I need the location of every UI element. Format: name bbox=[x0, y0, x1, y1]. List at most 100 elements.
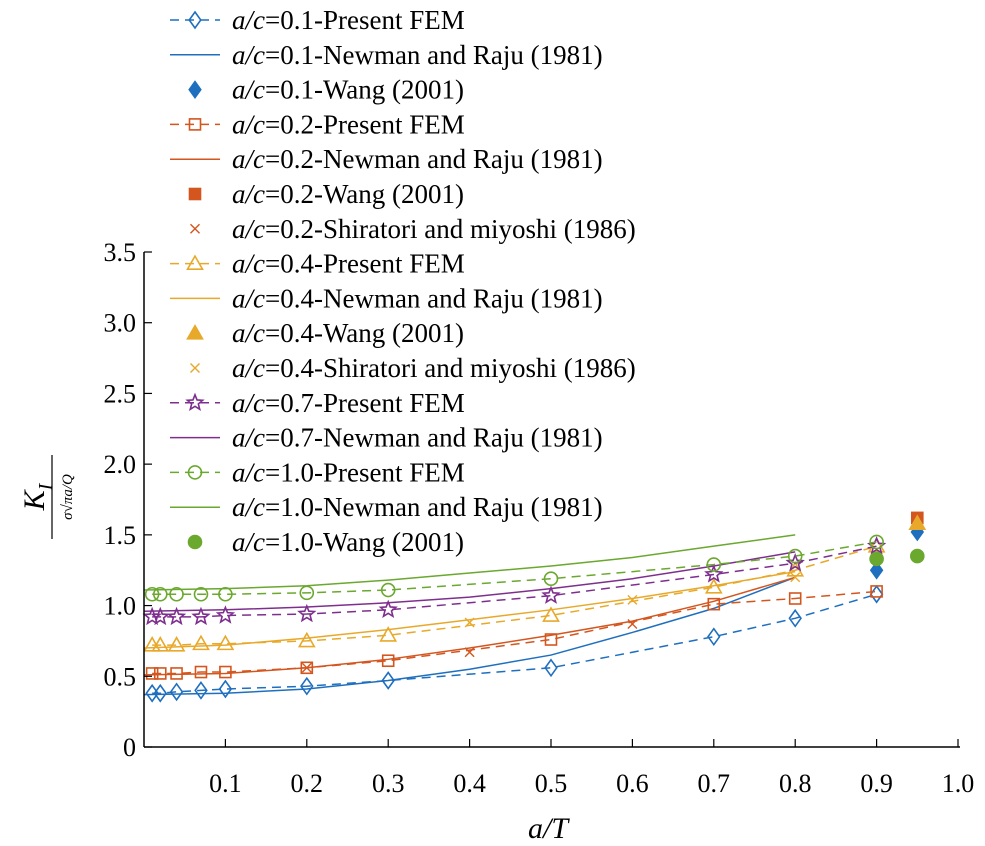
axes bbox=[143, 252, 960, 748]
legend-marker bbox=[186, 254, 204, 271]
data-point bbox=[544, 633, 558, 646]
legend-label: a/c=0.4-Shiratori and miyoshi (1986) bbox=[232, 353, 636, 383]
data-point bbox=[378, 599, 398, 619]
x-tick-label: 0.9 bbox=[860, 769, 893, 798]
data-point bbox=[216, 634, 235, 651]
series-13 bbox=[144, 534, 884, 602]
data-point bbox=[544, 658, 558, 678]
data-point bbox=[219, 665, 232, 679]
data-point bbox=[869, 560, 884, 580]
data-point bbox=[869, 534, 884, 550]
legend-entry: a/c=0.1-Wang (2001) bbox=[188, 75, 464, 105]
series-line bbox=[143, 534, 796, 591]
data-point bbox=[464, 617, 475, 628]
legend-marker bbox=[188, 80, 202, 99]
y-tick-label: 1.5 bbox=[104, 521, 137, 550]
data-point bbox=[870, 585, 883, 598]
x-tick-label: 0.7 bbox=[698, 769, 731, 798]
legend-entry: a/c=1.0-Wang (2001) bbox=[187, 527, 464, 557]
legend-label: a/c=1.0-Newman and Raju (1981) bbox=[232, 492, 603, 522]
legend-marker bbox=[187, 534, 203, 550]
legend-label: a/c=0.2-Shiratori and miyoshi (1986) bbox=[232, 214, 636, 244]
legend-marker bbox=[188, 10, 202, 30]
data-point bbox=[167, 636, 186, 652]
series-8 bbox=[143, 570, 796, 649]
series-15 bbox=[869, 548, 925, 567]
data-point bbox=[144, 586, 160, 602]
legend-marker bbox=[188, 187, 202, 201]
data-point bbox=[300, 676, 314, 696]
legend-label: a/c=0.4-Wang (2001) bbox=[232, 318, 464, 348]
series-14 bbox=[143, 534, 796, 591]
data-point bbox=[218, 679, 233, 699]
legend-marker bbox=[190, 223, 200, 234]
legend-entry: a/c=1.0-Newman and Raju (1981) bbox=[170, 492, 603, 522]
y-ticks: 0 0.5 1.0 1.5 2.0 2.5 3.0 3.5 bbox=[104, 238, 152, 762]
series-9 bbox=[908, 514, 927, 530]
legend-entry: a/c=0.4-Shiratori and miyoshi (1986) bbox=[190, 353, 636, 383]
legend: a/c=0.1-Present FEM a/c=0.1-Newman and Ra… bbox=[170, 5, 636, 557]
data-point bbox=[169, 682, 184, 702]
legend-entry: a/c=0.4-Wang (2001) bbox=[186, 318, 464, 348]
data-point bbox=[627, 594, 638, 605]
x-ticks: 0.1 0.2 0.3 0.4 0.5 0.6 0.7 0.8 0.9 1.0 bbox=[209, 739, 974, 798]
y-tick-label: 3.0 bbox=[104, 309, 137, 338]
series-4 bbox=[143, 576, 796, 676]
series-6 bbox=[301, 618, 638, 673]
data-point bbox=[194, 681, 208, 700]
legend-marker bbox=[185, 392, 205, 412]
data-point bbox=[707, 597, 721, 611]
data-point bbox=[543, 571, 559, 587]
legend-label: a/c=0.2-Wang (2001) bbox=[232, 179, 464, 209]
y-axis-label: KI σ√πa/Q bbox=[18, 455, 76, 539]
data-point bbox=[151, 636, 170, 652]
y-tick-label: 3.5 bbox=[104, 238, 137, 267]
legend-label: a/c=0.4-Present FEM bbox=[232, 249, 465, 279]
legend-entry: a/c=0.7-Present FEM bbox=[170, 388, 465, 418]
data-point bbox=[788, 608, 802, 628]
series-line bbox=[152, 545, 877, 646]
data-point bbox=[706, 557, 722, 572]
data-point bbox=[380, 582, 396, 598]
legend-label: a/c=0.1-Wang (2001) bbox=[232, 75, 464, 105]
series-line bbox=[143, 576, 796, 696]
x-tick-label: 0.1 bbox=[209, 769, 242, 798]
y-tick-label: 2.5 bbox=[104, 379, 137, 408]
data-point bbox=[787, 548, 803, 564]
x-tick-label: 0.5 bbox=[535, 769, 568, 798]
series-line bbox=[143, 551, 796, 612]
y-tick-label: 0.5 bbox=[104, 662, 137, 691]
data-point bbox=[170, 667, 183, 680]
data-point bbox=[301, 662, 312, 673]
series-3 bbox=[145, 585, 883, 680]
legend-label: a/c=0.1-Newman and Raju (1981) bbox=[232, 40, 603, 70]
data-point bbox=[192, 634, 210, 651]
legend-marker bbox=[190, 363, 200, 373]
legend-label: a/c=0.7-Newman and Raju (1981) bbox=[232, 423, 603, 453]
x-tick-label: 0.4 bbox=[453, 769, 486, 798]
data-point bbox=[153, 683, 168, 703]
series-1 bbox=[143, 576, 796, 696]
data-point bbox=[381, 671, 395, 690]
legend-entry: a/c=0.2-Wang (2001) bbox=[188, 179, 464, 209]
legend-entry: a/c=0.4-Newman and Raju (1981) bbox=[170, 283, 603, 313]
legend-label: a/c=1.0-Wang (2001) bbox=[232, 527, 464, 557]
legend-entry: a/c=1.0-Present FEM bbox=[170, 457, 465, 487]
y-axis-label-denominator: σ√πa/Q bbox=[60, 474, 76, 520]
x-tick-label: 0.2 bbox=[291, 769, 324, 798]
legend-entry: a/c=0.2-Shiratori and miyoshi (1986) bbox=[190, 214, 636, 244]
legend-entry: a/c=0.4-Present FEM bbox=[170, 249, 465, 279]
data-point bbox=[194, 665, 208, 679]
legend-label: a/c=0.4-Newman and Raju (1981) bbox=[232, 283, 603, 313]
data-point bbox=[869, 584, 884, 604]
legend-marker bbox=[188, 118, 202, 131]
legend-entry: a/c=0.7-Newman and Raju (1981) bbox=[170, 423, 603, 453]
data-point bbox=[909, 548, 925, 564]
legend-label: a/c=0.2-Newman and Raju (1981) bbox=[232, 144, 603, 174]
data-point bbox=[908, 514, 927, 530]
data-point bbox=[153, 667, 167, 680]
data-point bbox=[869, 551, 884, 567]
data-point bbox=[788, 592, 802, 605]
data-point bbox=[464, 647, 475, 658]
